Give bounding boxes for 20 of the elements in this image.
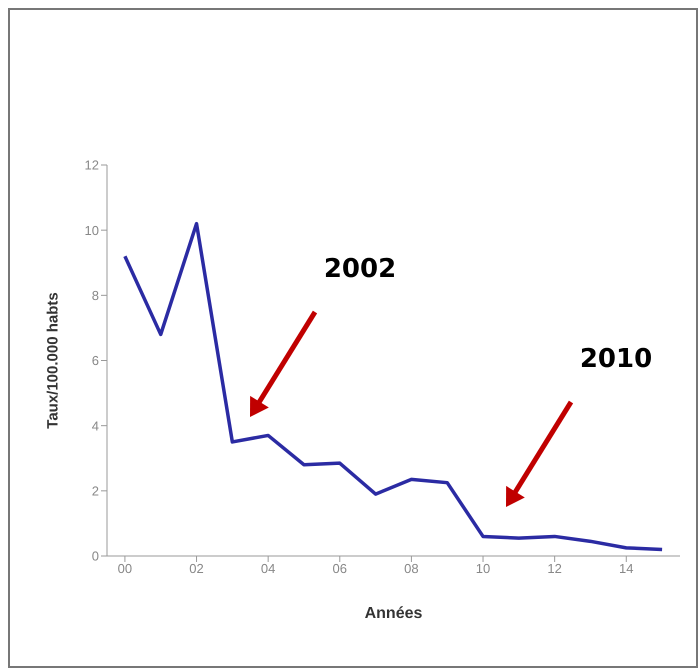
x-tick-label: 00 (118, 561, 132, 576)
x-tick-label: 08 (404, 561, 419, 576)
y-tick-label: 4 (92, 418, 99, 434)
y-tick-label: 10 (84, 222, 99, 238)
annotation: 2010 (580, 344, 652, 374)
line-series (123, 222, 664, 552)
y-tick-label: 12 (84, 158, 99, 173)
y-tick-label: 8 (92, 288, 99, 303)
y-tick-label: 0 (92, 548, 99, 564)
x-tick-label: 12 (547, 561, 562, 576)
x-tick-label: 02 (189, 561, 204, 576)
x-tick-label: 10 (476, 561, 490, 576)
x-tick-label: 14 (619, 561, 634, 576)
y-tick-label: 6 (92, 353, 99, 368)
y-axis-title: Taux/100.000 habts (44, 292, 62, 429)
x-axis-title: Années (364, 605, 422, 622)
x-tick-label: 04 (260, 561, 276, 576)
x-tick-label: 06 (332, 561, 348, 576)
y-tick-label: 2 (92, 483, 99, 498)
annotation: 2002 (324, 254, 396, 284)
